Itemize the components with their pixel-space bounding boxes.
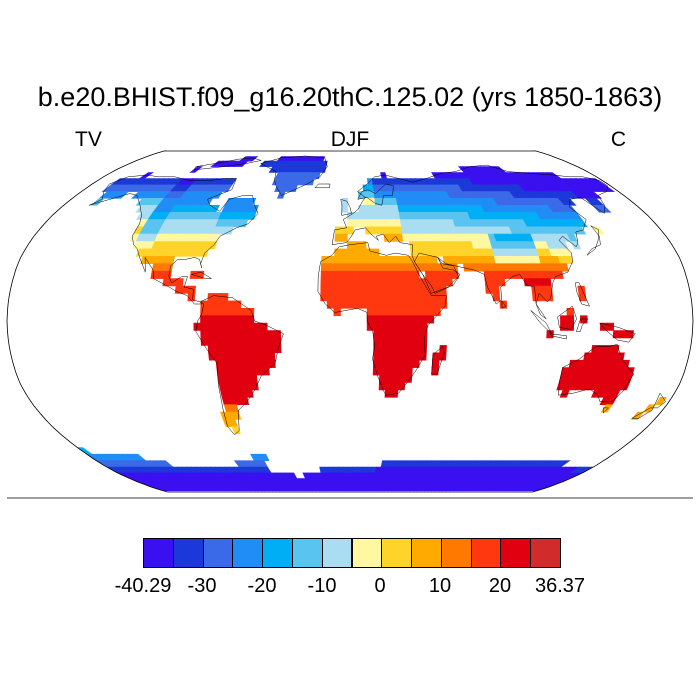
colorbar-swatch	[321, 538, 353, 568]
colorbar-swatch	[500, 538, 532, 568]
colorbar-swatch	[172, 538, 204, 568]
colorbar-tick-label: 10	[428, 575, 452, 597]
colorbar-swatch	[202, 538, 234, 568]
colorbar-tick-label: 20	[488, 575, 512, 597]
variable-label: TV	[75, 128, 102, 151]
colorbar-swatch	[470, 538, 502, 568]
colorbar-swatch	[411, 538, 442, 568]
land-temperature-field	[76, 155, 668, 492]
plot-title: b.e20.BHIST.f09_g16.20thC.125.02 (yrs 18…	[37, 82, 663, 112]
colorbar-tick-label: -10	[307, 575, 337, 597]
colorbar-tick-label: 0	[374, 575, 386, 597]
colorbar-swatch	[143, 538, 174, 568]
units-label: C	[610, 128, 626, 151]
colorbar-swatch	[262, 538, 293, 568]
colorbar-swatch	[291, 538, 323, 568]
colorbar-swatch	[351, 538, 383, 568]
colorbar-swatch	[440, 538, 472, 568]
season-label: DJF	[330, 128, 370, 151]
colorbar-tick-label: -40.29	[114, 575, 172, 597]
colorbar-tick-label: -30	[187, 575, 217, 597]
colorbar-tick-label: 36.37	[534, 575, 586, 597]
colorbar-swatch	[232, 538, 264, 568]
colorbar-swatch	[530, 538, 561, 568]
colorbar-swatch	[381, 538, 413, 568]
colorbar-tick-label: -20	[247, 575, 277, 597]
